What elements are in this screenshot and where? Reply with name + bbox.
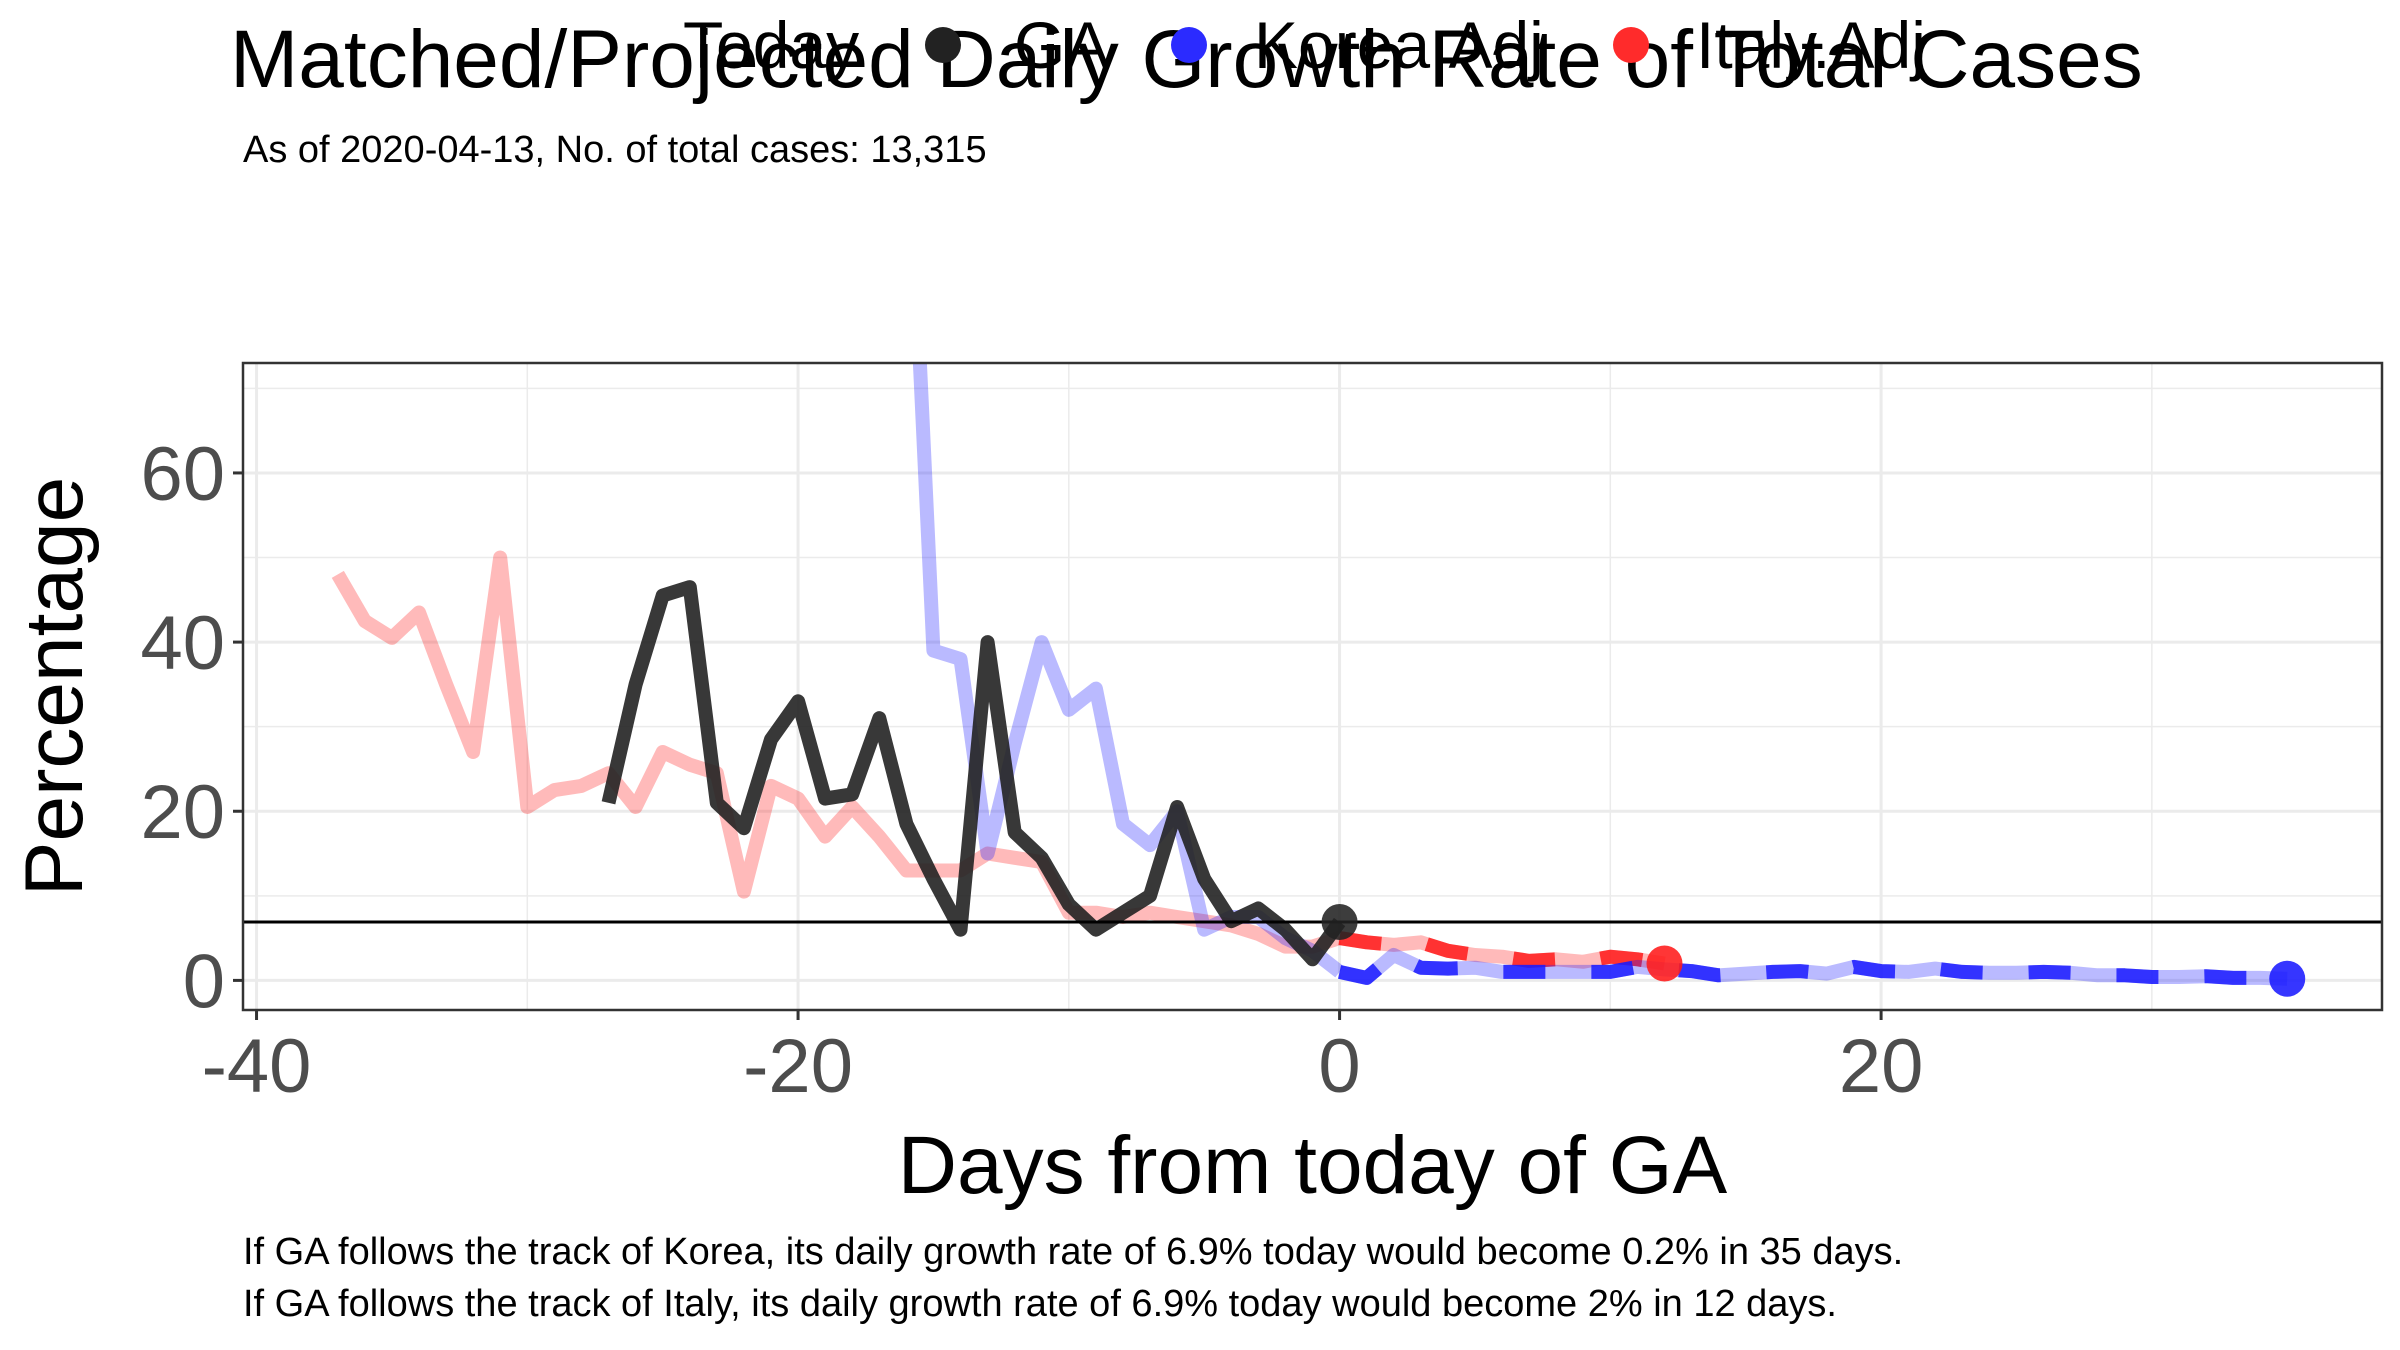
y-tick-label: 40 — [140, 601, 225, 686]
today-point-italy-adj — [1646, 945, 1683, 982]
series-line-italy-adj — [331, 550, 1342, 954]
x-tick-label: 20 — [1839, 1024, 1924, 1109]
series-line-ga — [601, 580, 1346, 967]
legend-label-ga: GA — [1014, 8, 1110, 82]
legend: Today GA Korea.Adj Italy.Adj — [0, 0, 2400, 90]
caption-korea: If GA follows the track of Korea, its da… — [243, 1231, 1904, 1273]
today-point-korea-adj — [2269, 960, 2306, 997]
y-tick-label: 20 — [140, 770, 225, 855]
today-point-ga — [1321, 904, 1358, 941]
legend-label-italy: Italy.Adj — [1696, 8, 1926, 82]
y-tick-label: 0 — [183, 939, 225, 1024]
x-axis-title: Days from today of GA — [898, 1120, 1728, 1211]
legend-title: Today — [683, 8, 860, 82]
x-tick-label: -40 — [202, 1024, 312, 1109]
projected-dashed-line-korea-adj — [1338, 948, 2288, 986]
chart-subtitle: As of 2020-04-13, No. of total cases: 13… — [243, 129, 987, 171]
x-tick-label: 0 — [1318, 1024, 1360, 1109]
legend-label-korea: Korea.Adj — [1254, 8, 1544, 82]
x-tick-label: -20 — [743, 1024, 853, 1109]
legend-dot-korea — [1171, 27, 1207, 63]
y-tick-label: 60 — [140, 432, 225, 517]
projected-dashed-line-italy-adj — [1338, 931, 1666, 971]
legend-dot-ga — [925, 27, 961, 63]
legend-dot-italy — [1613, 27, 1649, 63]
caption-italy: If GA follows the track of Italy, its da… — [243, 1283, 1837, 1325]
y-axis-title: Percentage — [9, 477, 100, 896]
plot-panel — [241, 361, 2384, 1012]
